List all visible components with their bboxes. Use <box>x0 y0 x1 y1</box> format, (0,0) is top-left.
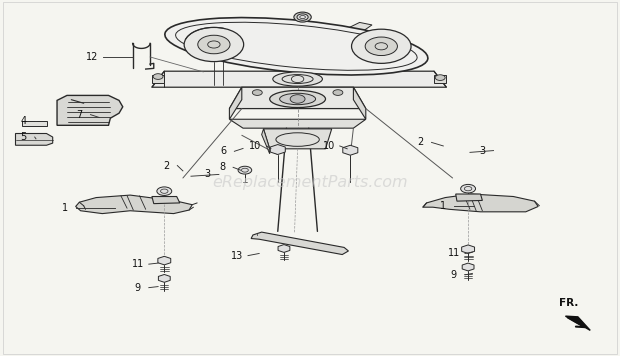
Polygon shape <box>223 21 245 29</box>
Circle shape <box>435 75 445 80</box>
Circle shape <box>461 184 476 193</box>
Polygon shape <box>152 71 446 87</box>
Polygon shape <box>462 245 474 253</box>
Text: 1: 1 <box>440 201 446 211</box>
Polygon shape <box>278 245 290 252</box>
Text: 11: 11 <box>131 259 144 269</box>
Polygon shape <box>264 129 332 149</box>
Polygon shape <box>291 18 309 24</box>
Text: 2: 2 <box>163 161 169 171</box>
Circle shape <box>333 90 343 95</box>
Circle shape <box>365 37 397 56</box>
Polygon shape <box>158 274 170 282</box>
Polygon shape <box>152 197 180 204</box>
Polygon shape <box>229 119 366 128</box>
Circle shape <box>198 35 230 54</box>
Text: 7: 7 <box>76 110 82 120</box>
Polygon shape <box>565 316 590 330</box>
Polygon shape <box>353 87 366 119</box>
Text: 9: 9 <box>451 270 457 280</box>
Polygon shape <box>76 195 192 214</box>
Polygon shape <box>456 194 482 201</box>
Text: 4: 4 <box>20 116 27 126</box>
Polygon shape <box>16 134 53 145</box>
Text: 8: 8 <box>219 162 225 172</box>
Ellipse shape <box>273 72 322 86</box>
Polygon shape <box>22 121 46 126</box>
Circle shape <box>294 12 311 22</box>
Circle shape <box>238 166 252 174</box>
Polygon shape <box>262 129 270 154</box>
Polygon shape <box>57 95 123 125</box>
Polygon shape <box>423 194 538 212</box>
Polygon shape <box>229 87 242 119</box>
Text: 11: 11 <box>448 248 460 258</box>
Text: FR.: FR. <box>559 298 578 308</box>
Text: 3: 3 <box>205 169 211 179</box>
Text: 12: 12 <box>86 52 98 62</box>
Text: 13: 13 <box>231 251 243 261</box>
Polygon shape <box>434 75 446 83</box>
Ellipse shape <box>165 17 428 75</box>
Circle shape <box>352 29 411 63</box>
Ellipse shape <box>270 90 326 108</box>
Polygon shape <box>462 263 474 271</box>
Text: 9: 9 <box>135 283 141 293</box>
Text: 6: 6 <box>220 146 226 156</box>
Text: 1: 1 <box>62 203 68 213</box>
Polygon shape <box>152 75 164 83</box>
Circle shape <box>290 95 305 103</box>
Text: 3: 3 <box>479 146 485 156</box>
Polygon shape <box>343 145 358 155</box>
Text: 10: 10 <box>322 141 335 151</box>
Polygon shape <box>229 87 366 109</box>
Polygon shape <box>158 256 170 265</box>
Polygon shape <box>270 145 285 155</box>
Circle shape <box>184 27 244 62</box>
Circle shape <box>252 90 262 95</box>
Circle shape <box>297 14 308 20</box>
Circle shape <box>157 187 172 195</box>
Ellipse shape <box>280 93 316 105</box>
Circle shape <box>153 74 163 79</box>
Text: eReplacementParts.com: eReplacementParts.com <box>212 175 408 190</box>
Polygon shape <box>347 22 372 31</box>
Text: 10: 10 <box>249 141 262 151</box>
Text: 2: 2 <box>417 137 423 147</box>
Text: 5: 5 <box>20 132 27 142</box>
Polygon shape <box>251 232 348 255</box>
